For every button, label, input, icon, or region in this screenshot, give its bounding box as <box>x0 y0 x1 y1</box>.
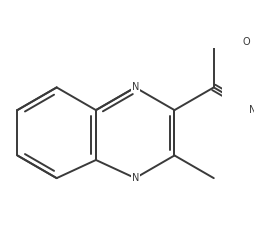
Text: N: N <box>249 105 254 115</box>
Text: N: N <box>132 173 139 183</box>
Text: O: O <box>243 37 250 47</box>
Text: N: N <box>132 82 139 92</box>
Text: O: O <box>210 0 218 2</box>
